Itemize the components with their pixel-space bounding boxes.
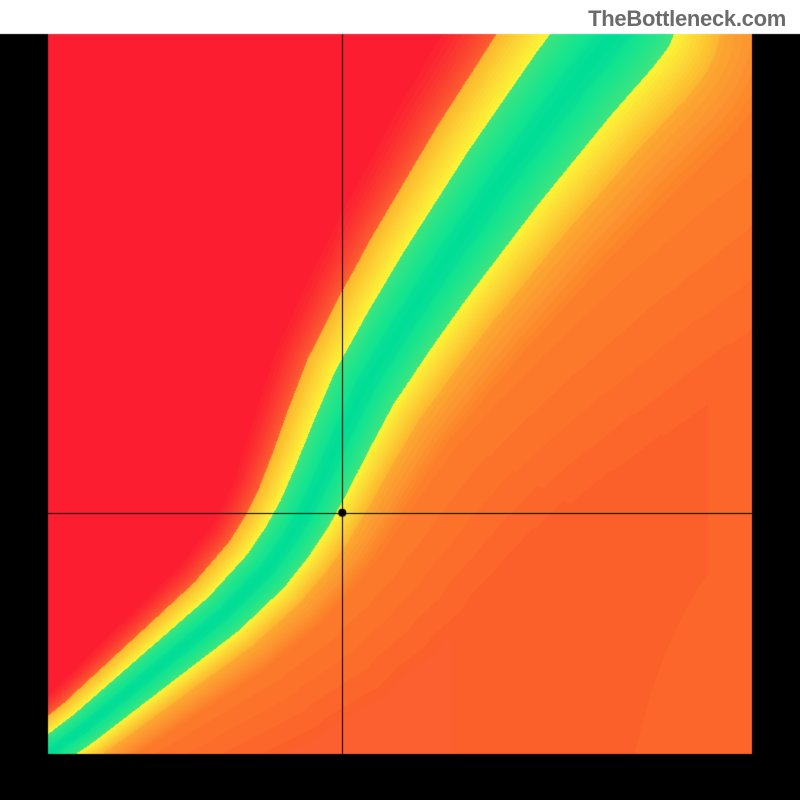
heatmap-canvas	[0, 0, 800, 800]
watermark-text: TheBottleneck.com	[588, 6, 786, 32]
bottleneck-heatmap: TheBottleneck.com	[0, 0, 800, 800]
